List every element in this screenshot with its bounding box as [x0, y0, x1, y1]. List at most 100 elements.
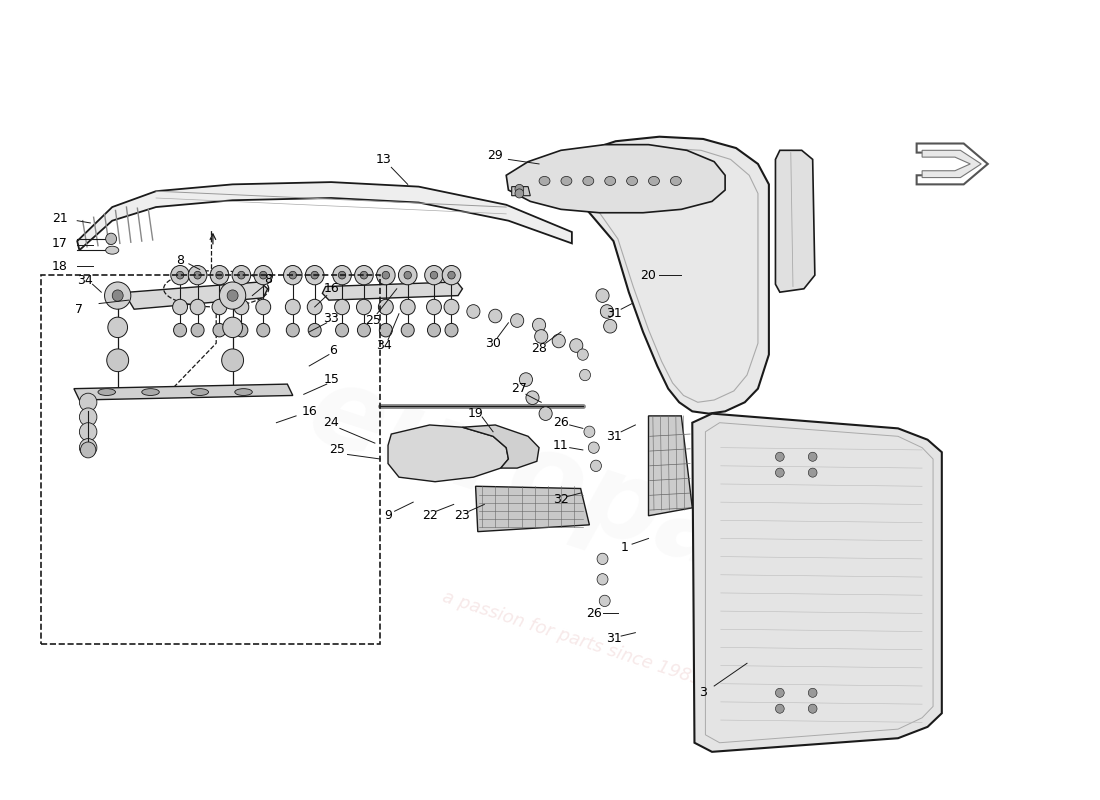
- Text: 6: 6: [329, 343, 338, 357]
- Circle shape: [776, 468, 784, 477]
- Text: 13: 13: [376, 153, 392, 166]
- Ellipse shape: [561, 177, 572, 186]
- Circle shape: [404, 271, 411, 279]
- Polygon shape: [129, 282, 267, 310]
- Text: 11: 11: [553, 439, 569, 452]
- Ellipse shape: [649, 177, 659, 186]
- Circle shape: [307, 299, 322, 314]
- Text: a passion for parts since 1985: a passion for parts since 1985: [440, 588, 704, 689]
- Text: 27: 27: [512, 382, 527, 395]
- Text: 30: 30: [485, 337, 501, 350]
- Circle shape: [535, 330, 548, 343]
- Circle shape: [402, 323, 415, 337]
- Circle shape: [808, 704, 817, 714]
- Polygon shape: [388, 425, 508, 482]
- Circle shape: [596, 289, 609, 302]
- Circle shape: [256, 323, 270, 337]
- Ellipse shape: [234, 389, 252, 395]
- Circle shape: [188, 266, 207, 285]
- Circle shape: [285, 299, 300, 314]
- Circle shape: [488, 310, 502, 323]
- Circle shape: [79, 408, 97, 426]
- Circle shape: [256, 299, 271, 314]
- Circle shape: [173, 299, 187, 314]
- Circle shape: [174, 323, 187, 337]
- Circle shape: [358, 323, 371, 337]
- Text: 17: 17: [52, 237, 67, 250]
- Circle shape: [601, 305, 614, 318]
- Circle shape: [400, 299, 415, 314]
- Polygon shape: [692, 414, 942, 752]
- Polygon shape: [77, 182, 572, 250]
- Circle shape: [430, 271, 438, 279]
- Circle shape: [306, 266, 324, 285]
- Circle shape: [376, 266, 395, 285]
- Polygon shape: [462, 425, 539, 468]
- Circle shape: [552, 334, 565, 348]
- Text: 19: 19: [468, 407, 484, 420]
- Circle shape: [210, 266, 229, 285]
- Text: 9: 9: [384, 510, 392, 522]
- Circle shape: [539, 407, 552, 421]
- Circle shape: [604, 319, 617, 333]
- Ellipse shape: [583, 177, 594, 186]
- Circle shape: [427, 299, 441, 314]
- Circle shape: [466, 305, 480, 318]
- Circle shape: [79, 422, 97, 441]
- Text: 8: 8: [176, 254, 184, 267]
- Ellipse shape: [106, 246, 119, 254]
- Text: 26: 26: [553, 416, 569, 429]
- Text: 32: 32: [553, 494, 569, 506]
- Circle shape: [289, 271, 297, 279]
- Text: 31: 31: [606, 430, 621, 443]
- Circle shape: [356, 299, 372, 314]
- Circle shape: [79, 393, 97, 411]
- Circle shape: [286, 323, 299, 337]
- Circle shape: [597, 554, 608, 565]
- Text: 1: 1: [620, 541, 628, 554]
- Text: 34: 34: [376, 339, 392, 352]
- Circle shape: [398, 266, 417, 285]
- Circle shape: [80, 442, 96, 458]
- Circle shape: [223, 317, 242, 338]
- Circle shape: [378, 299, 394, 314]
- Ellipse shape: [539, 177, 550, 186]
- Circle shape: [360, 271, 367, 279]
- Text: 34: 34: [77, 274, 92, 287]
- Circle shape: [284, 266, 302, 285]
- Circle shape: [194, 271, 201, 279]
- Polygon shape: [322, 282, 462, 300]
- Circle shape: [238, 271, 245, 279]
- Text: 23: 23: [454, 510, 471, 522]
- Text: 25: 25: [329, 443, 344, 457]
- Circle shape: [570, 338, 583, 352]
- Circle shape: [79, 438, 97, 457]
- Ellipse shape: [98, 389, 116, 395]
- Circle shape: [170, 266, 189, 285]
- Text: 22: 22: [421, 510, 438, 522]
- Text: 26: 26: [586, 607, 602, 620]
- Circle shape: [578, 349, 588, 360]
- Circle shape: [444, 299, 459, 314]
- Polygon shape: [512, 186, 530, 196]
- Circle shape: [776, 704, 784, 714]
- Circle shape: [235, 323, 248, 337]
- Circle shape: [428, 323, 440, 337]
- Circle shape: [532, 318, 546, 332]
- Text: 31: 31: [606, 632, 621, 645]
- Circle shape: [336, 323, 349, 337]
- Polygon shape: [561, 137, 769, 414]
- Circle shape: [515, 184, 524, 194]
- Circle shape: [112, 290, 123, 302]
- Circle shape: [519, 373, 532, 386]
- Circle shape: [216, 271, 223, 279]
- Text: europarts: europarts: [296, 356, 913, 648]
- Text: 28: 28: [531, 342, 547, 355]
- Circle shape: [232, 266, 251, 285]
- Circle shape: [526, 391, 539, 405]
- Circle shape: [176, 271, 184, 279]
- Text: 16: 16: [323, 282, 339, 295]
- Circle shape: [234, 299, 249, 314]
- Polygon shape: [506, 145, 725, 213]
- Circle shape: [191, 323, 205, 337]
